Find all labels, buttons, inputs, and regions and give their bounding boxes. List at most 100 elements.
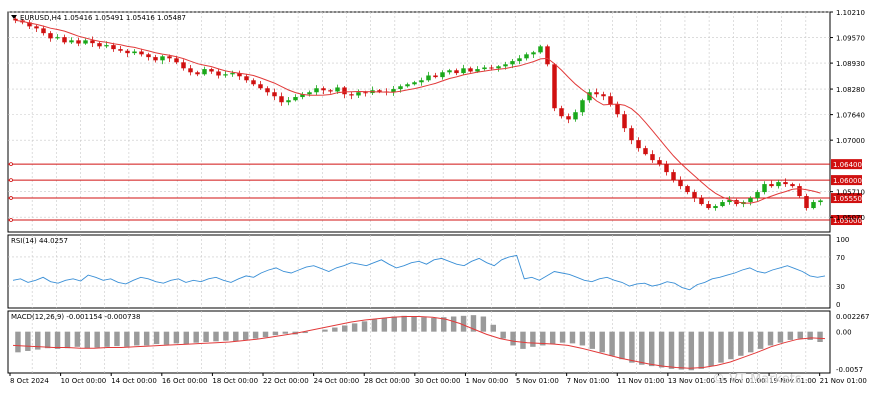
candle-body	[321, 88, 326, 91]
candle-body	[48, 33, 53, 39]
candle-body	[531, 52, 536, 55]
candle-body	[34, 26, 39, 29]
candle-body	[111, 45, 116, 50]
candle-body	[454, 70, 459, 74]
price-axis: 1.10210 1.09570 1.08930 1.08280 1.07640 1.070…	[830, 9, 865, 222]
level-label: 1.06400	[833, 161, 862, 169]
candle-body	[769, 184, 774, 187]
time-axis-label: 7 Nov 01:00	[567, 377, 610, 385]
candle-body	[349, 94, 354, 96]
level-anchor[interactable]	[9, 218, 13, 222]
time-axis-label: 11 Nov 01:00	[617, 377, 664, 385]
candle-body	[202, 69, 207, 75]
candle-body	[307, 92, 312, 95]
time-axis-label: 16 Oct 00:00	[162, 377, 208, 385]
candle-body	[706, 204, 711, 209]
candle-body	[391, 89, 396, 93]
candle-body	[608, 96, 613, 105]
candle-body	[13, 18, 18, 21]
candle-body	[167, 56, 172, 59]
candle-body	[335, 87, 340, 92]
candle-body	[538, 46, 543, 53]
horizontal-levels[interactable]: 1.06400 1.06000 1.05550 1.05000	[8, 159, 862, 226]
candle-body	[314, 88, 319, 93]
candle-body	[818, 200, 823, 203]
time-axis-label: 13 Nov 01:00	[668, 377, 715, 385]
grid-lines	[8, 11, 830, 373]
candle-body	[748, 198, 753, 203]
time-axis-label: 8 Oct 2024	[10, 377, 49, 385]
candle-body	[139, 51, 144, 55]
candle-body	[496, 66, 501, 69]
candle-body	[517, 58, 522, 62]
macd-axis-label: -0.0057	[836, 366, 863, 374]
candle-body	[293, 97, 298, 101]
candle-body	[419, 80, 424, 83]
candle-body	[447, 70, 452, 73]
time-axis-label: 15 Nov 01:00	[718, 377, 765, 385]
candle-body	[727, 200, 732, 203]
candle-body	[97, 43, 102, 47]
time-axis-label: 22 Oct 00:00	[263, 377, 309, 385]
candle-body	[230, 73, 235, 75]
candle-body	[468, 68, 473, 72]
candle-body	[643, 148, 648, 155]
price-axis-label: 1.10210	[836, 9, 865, 17]
candle-body	[804, 196, 809, 209]
candle-body	[664, 164, 669, 173]
candle-body	[118, 49, 123, 51]
rsi-axis-label: 70	[836, 254, 845, 262]
candle-body	[188, 68, 193, 73]
level-anchor[interactable]	[9, 196, 13, 200]
candle-body	[209, 69, 214, 72]
candle-body	[195, 72, 200, 75]
time-axis: 8 Oct 2024 10 Oct 00:00 14 Oct 00:00 16 Oct…	[9, 373, 867, 385]
candle-body	[461, 68, 466, 74]
candle-body	[279, 96, 284, 103]
candle-body	[489, 67, 494, 69]
candle-body	[510, 61, 515, 65]
candle-body	[377, 90, 382, 92]
level-label-box	[831, 175, 862, 186]
price-axis-label: 1.07000	[836, 137, 865, 145]
level-label: 1.06000	[833, 177, 862, 185]
candle-body	[559, 108, 564, 117]
candle-body	[699, 198, 704, 205]
candle-body	[342, 87, 347, 95]
candle-body	[762, 184, 767, 193]
candle-body	[790, 184, 795, 187]
rsi-line	[12, 254, 826, 291]
candle-body	[125, 50, 130, 54]
candle-body	[615, 104, 620, 115]
macd-title: MACD(12,26,9) -0.001154 -0.000738	[11, 313, 140, 321]
level-label-box	[831, 193, 862, 204]
time-axis-label: 5 Nov 01:00	[516, 377, 559, 385]
candle-body	[69, 40, 74, 43]
candle-body	[160, 56, 165, 61]
rsi-title: RSI(14) 44.0257	[11, 237, 68, 245]
candle-body	[426, 75, 431, 81]
time-axis-label: 19 Nov 01:00	[769, 377, 816, 385]
candle-body	[328, 90, 333, 92]
candle-body	[76, 40, 81, 44]
level-anchor[interactable]	[9, 178, 13, 182]
candle-body	[552, 64, 557, 109]
candle-body	[286, 100, 291, 103]
macd-axis: 0.002267 0.00 -0.0057	[836, 313, 869, 374]
moving-average-line	[15, 19, 821, 204]
candle-body	[83, 40, 88, 44]
collapse-triangle-icon[interactable]	[11, 15, 17, 19]
candle-body	[783, 182, 788, 185]
candle-body	[755, 192, 760, 199]
price-axis-label: 1.05070	[836, 214, 865, 222]
candle-body	[412, 82, 417, 85]
level-anchor[interactable]	[9, 162, 13, 167]
time-axis-label: 14 Oct 00:00	[111, 377, 157, 385]
symbol-header: EURUSD,H4 1.05416 1.05491 1.05416 1.0548…	[20, 14, 186, 22]
price-axis-label: 1.05710	[836, 189, 865, 197]
candle-body	[132, 51, 137, 54]
candle-body	[776, 182, 781, 187]
time-axis-label: 28 Oct 00:00	[364, 377, 410, 385]
time-axis-label: 18 Oct 00:00	[212, 377, 258, 385]
